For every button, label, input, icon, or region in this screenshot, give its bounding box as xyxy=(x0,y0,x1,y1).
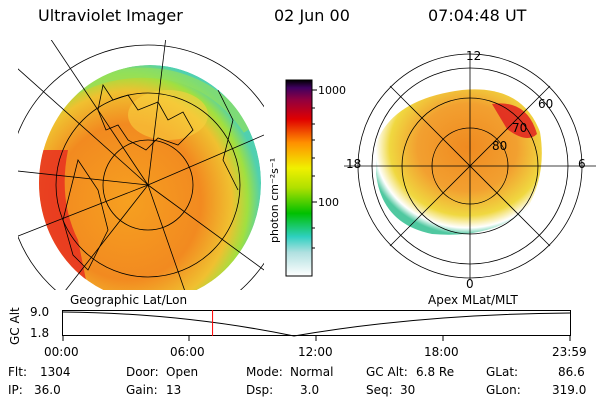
x-tick-1200: 12:00 xyxy=(298,345,333,359)
gcalt-value: 6.8 Re xyxy=(416,365,455,379)
gcalt-label: GC Alt: xyxy=(366,365,408,379)
seq-label: Seq: xyxy=(366,383,393,397)
x-tick-0600: 06:00 xyxy=(170,345,205,359)
timeline-axis-label: GC Alt xyxy=(8,307,22,345)
ip-label: IP: xyxy=(8,383,23,397)
polar-lat-60: 60 xyxy=(538,97,553,111)
mode-value: Normal xyxy=(290,365,334,379)
x-tick-0000: 00:00 xyxy=(44,345,79,359)
flt-value: 1304 xyxy=(40,365,71,379)
y-tick-top: 9.0 xyxy=(30,305,50,319)
timeline-left-label: Geographic Lat/Lon xyxy=(70,293,188,307)
glat-label: GLat: xyxy=(486,365,519,379)
polar-label-right: 6 xyxy=(578,157,586,171)
date-label: 02 Jun 00 xyxy=(274,6,350,25)
timeline-right-label: Apex MLat/MLT xyxy=(428,293,518,307)
glat-value: 86.6 xyxy=(558,365,585,379)
gain-value: 13 xyxy=(166,383,182,397)
colorbar-tick-100: 100 xyxy=(318,196,339,209)
polar-label-bottom: 0 xyxy=(466,277,474,290)
colorbar: 1000 100 photon cm⁻²s⁻¹ xyxy=(268,79,346,277)
gain-label: Gain: xyxy=(126,383,158,397)
polar-label-left: 18 xyxy=(346,157,361,171)
glon-value: 319.0 xyxy=(552,383,587,397)
door-label: Door: xyxy=(126,365,159,379)
glon-label: GLon: xyxy=(486,383,521,397)
dsp-value: 3.0 xyxy=(300,383,320,397)
door-value: Open xyxy=(166,365,199,379)
polar-plot: 12 18 6 0 60 70 80 xyxy=(344,49,596,290)
instrument-title: Ultraviolet Imager xyxy=(38,6,183,25)
ip-value: 36.0 xyxy=(34,383,61,397)
polar-label-top: 12 xyxy=(466,49,481,63)
altitude-timeline xyxy=(62,310,571,341)
y-tick-bottom: 1.8 xyxy=(30,326,50,340)
seq-value: 30 xyxy=(400,383,416,397)
flt-label: Flt: xyxy=(8,365,27,379)
colorbar-tick-1000: 1000 xyxy=(318,84,346,97)
geographic-image xyxy=(18,40,264,290)
dsp-label: Dsp: xyxy=(246,383,274,397)
polar-lat-70: 70 xyxy=(512,121,527,135)
mode-label: Mode: xyxy=(246,365,283,379)
x-tick-1800: 18:00 xyxy=(424,345,459,359)
x-tick-2359: 23:59 xyxy=(552,345,587,359)
colorbar-label: photon cm⁻²s⁻¹ xyxy=(268,158,281,243)
time-label: 07:04:48 UT xyxy=(428,6,527,25)
polar-lat-80: 80 xyxy=(492,139,507,153)
